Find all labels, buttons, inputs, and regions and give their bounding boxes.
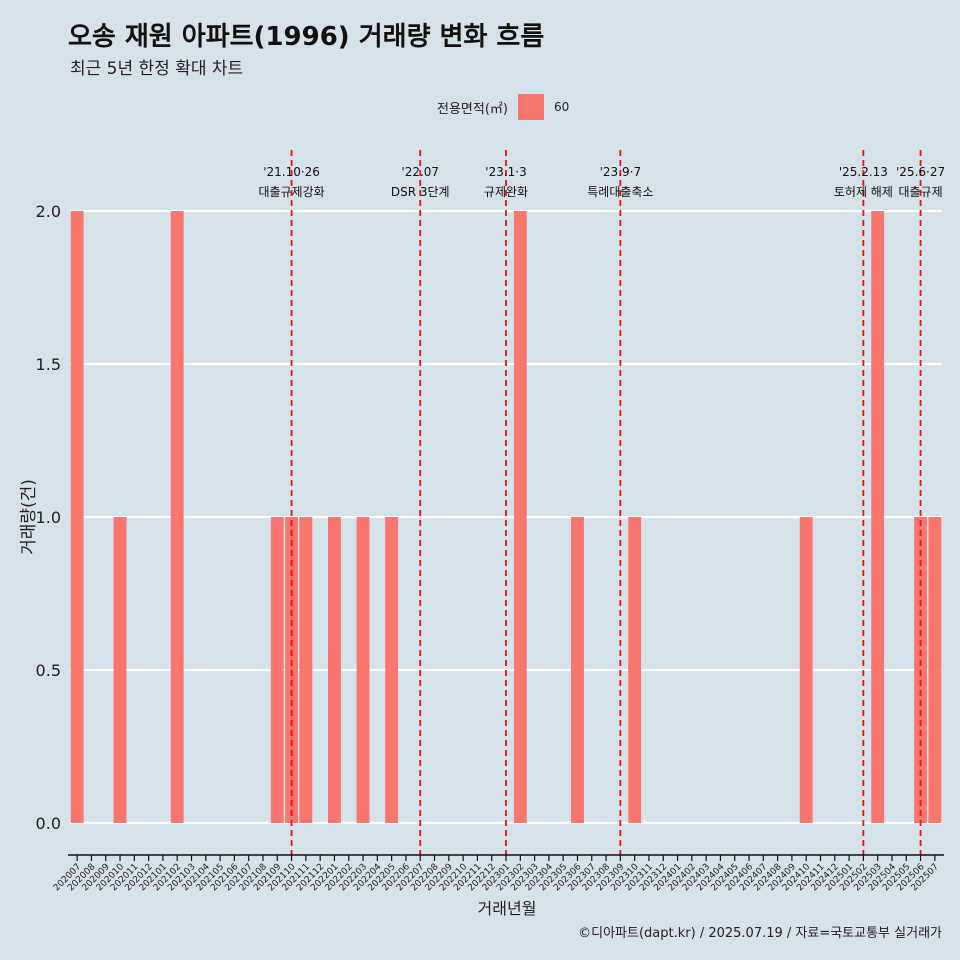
- annotation-label: 토허제 해제: [834, 185, 893, 199]
- y-tick-label: 1.5: [36, 355, 61, 374]
- y-tick-label: 0.5: [36, 661, 61, 680]
- bar-202306: [571, 517, 584, 823]
- annotation-date: '25.2.13: [839, 165, 888, 179]
- bar-202503: [871, 211, 885, 823]
- bar-202410: [799, 517, 813, 823]
- legend-swatch: [517, 94, 544, 120]
- annotation-date: '21.10·26: [263, 165, 320, 179]
- annotation-label: 대출규제: [898, 185, 942, 199]
- y-tick-label: 1.0: [36, 508, 61, 527]
- legend-title: 전용면적(㎡): [437, 101, 508, 117]
- bar-202201: [328, 517, 341, 823]
- x-axis-label: 거래년월: [478, 899, 537, 918]
- bar-202302: [513, 211, 527, 823]
- y-tick-label: 0.0: [36, 814, 61, 833]
- annotation-date: '25.6·27: [896, 165, 945, 179]
- annotation-layer: '21.10·26 대출규제강화 '22.07 DSR 3단계 '23.1·3 규제완화 '…: [258, 150, 945, 855]
- bar-202310: [628, 517, 642, 823]
- annotation-date: '23.9·7: [600, 165, 641, 179]
- bar-202203: [356, 517, 370, 823]
- bar-202102: [170, 211, 184, 823]
- axis-layer: 0.00.51.01.52.02020072020082020092020102…: [36, 202, 944, 893]
- bar-202007: [70, 211, 84, 823]
- chart-subtitle: 최근 5년 한정 확대 차트: [70, 59, 244, 79]
- annotation-label: 특례대출축소: [587, 185, 653, 199]
- annotation-label: 대출규제강화: [258, 185, 324, 199]
- annotation-date: '23.1·3: [485, 165, 526, 179]
- legend: 전용면적(㎡) 60: [437, 93, 569, 121]
- y-tick-label: 2.0: [36, 202, 61, 221]
- legend-entry-label: 60: [553, 100, 570, 114]
- bar-202109: [270, 517, 284, 823]
- annotation-label: 규제완화: [484, 185, 528, 199]
- bar-202507: [928, 517, 942, 823]
- bar-202205: [385, 517, 399, 823]
- y-axis-label: 거래량(건): [19, 479, 39, 555]
- bar-202010: [113, 517, 127, 823]
- chart-title: 오송 재원 아파트(1996) 거래량 변화 흐름: [68, 22, 545, 52]
- annotation-date: '22.07: [401, 165, 439, 179]
- caption: ©디아파트(dapt.kr) / 2025.07.19 / 자료=국토교통부 실…: [578, 926, 942, 941]
- annotation-label: DSR 3단계: [391, 185, 450, 199]
- bar-202111: [299, 517, 313, 823]
